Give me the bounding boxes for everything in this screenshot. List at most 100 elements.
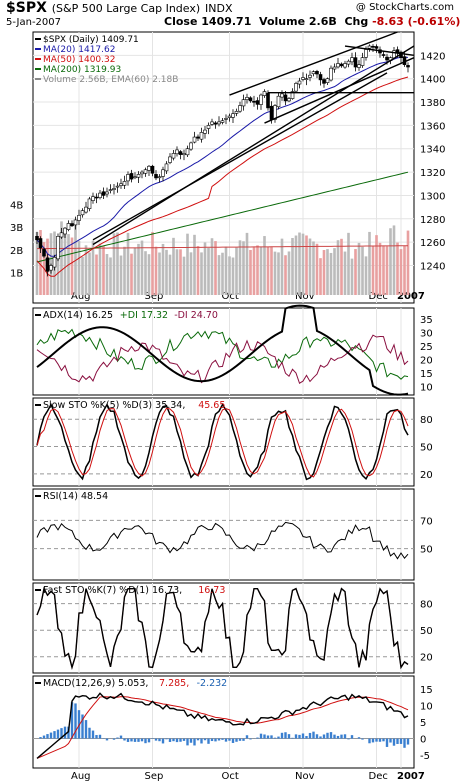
volume-bar: [249, 249, 252, 295]
candle-body: [273, 105, 277, 120]
candle-body: [175, 149, 179, 155]
macd-histogram-bar: [326, 732, 329, 739]
adx-y-tick-20: 20: [420, 356, 433, 367]
macd-histogram-bar: [224, 738, 228, 742]
candle-body: [171, 153, 176, 159]
chg-value: -8.63 (-0.61%): [372, 15, 460, 28]
volume-bar: [231, 257, 235, 295]
macd-histogram-bar: [403, 738, 406, 748]
legend-label: +DI 17.32: [120, 310, 168, 321]
x-tick-label-dec: Dec: [369, 291, 388, 302]
adx-y-tick-30: 30: [420, 329, 433, 340]
macd-histogram-bar: [333, 734, 336, 739]
macd-y-tick-10: 10: [420, 701, 433, 712]
trend-line: [92, 45, 415, 246]
macd-histogram-bar: [256, 737, 259, 739]
candle-body: [73, 219, 78, 226]
volume-bar: [189, 252, 193, 295]
legend-label: 16.73: [198, 585, 225, 596]
volume-bar: [130, 253, 133, 295]
candle-body: [192, 136, 197, 143]
candle-body: [336, 63, 340, 68]
candle-body: [206, 125, 211, 129]
watermark: @ StockCharts.com: [355, 2, 454, 13]
volume-bar: [392, 225, 396, 295]
candle-body: [196, 136, 200, 139]
candle-body: [367, 45, 372, 49]
volume-bar: [371, 246, 375, 295]
macd-y-tick--5: -5: [420, 751, 430, 762]
volume-bar: [354, 249, 357, 295]
candle-body: [357, 64, 361, 68]
candle-body: [294, 83, 298, 92]
slow-d-line: [36, 407, 409, 478]
legend-label: -2.232: [197, 678, 228, 689]
adx-y-tick-10: 10: [420, 383, 433, 394]
legend-label: 7.285,: [159, 678, 189, 689]
plus-di-line: [36, 328, 409, 380]
candle-body: [52, 257, 57, 268]
macd-histogram-bar: [336, 735, 340, 739]
volume-bar: [70, 237, 74, 295]
candle-body: [164, 163, 169, 172]
quote-stats: Close 1409.71 Volume 2.6B Chg -8.63 (-0.…: [164, 15, 460, 28]
candle-body: [220, 120, 225, 123]
macd-histogram-bar: [214, 738, 217, 742]
volume-bar: [56, 243, 60, 295]
macd-histogram-bar: [399, 738, 403, 744]
volume-bar: [364, 256, 368, 295]
y-tick-label-1260: 1260: [420, 238, 445, 249]
volume-bar: [284, 255, 287, 295]
candle-body: [150, 165, 155, 174]
legend-label: 45.65: [198, 400, 225, 411]
volume-bar: [277, 252, 280, 295]
volume-bar: [112, 233, 116, 295]
rsi-y-tick-50: 50: [420, 545, 433, 556]
volume-bar: [98, 243, 102, 295]
volume-bar: [333, 248, 336, 295]
volume-bar: [179, 249, 182, 295]
macd-histogram-bar: [77, 710, 81, 739]
volume-bar: [368, 231, 371, 295]
legend-label: MA(20) 1417.62: [43, 45, 115, 55]
x-tick-label-2007-bottom: 2007: [397, 771, 425, 781]
candle-body: [101, 191, 106, 196]
candle-body: [276, 95, 281, 108]
macd-histogram-bar: [46, 734, 49, 739]
trend-line: [344, 45, 415, 57]
volume-bar: [81, 256, 84, 295]
volume-bar: [357, 242, 361, 295]
x-tick-label-bottom-nov: Nov: [295, 771, 315, 781]
volume-ema-line: [36, 245, 409, 250]
macd-histogram-bar: [189, 738, 193, 743]
macd-y-tick-15: 15: [420, 685, 433, 696]
candle-body: [406, 65, 410, 68]
chart-title: $SPX (S&P 500 Large Cap Index) INDX: [6, 0, 233, 16]
legend-label: -DI 24.70: [174, 310, 218, 321]
candle-body: [91, 196, 95, 201]
legend-label: Fast STO %K(7) %D(1) 16.73,: [43, 585, 182, 596]
legend-label: Slow STO %K(5) %D(3) 35.34,: [43, 400, 185, 411]
legend-label: RSI(14) 48.54: [43, 491, 108, 502]
candle-body: [329, 67, 333, 81]
candle-body: [371, 45, 375, 48]
candle-body: [304, 78, 309, 80]
candle-body: [70, 223, 74, 227]
volume-bar: [196, 246, 200, 295]
candle-body: [231, 113, 235, 118]
y-tick-label-1420: 1420: [420, 51, 445, 62]
macd-histogram-bar: [175, 738, 179, 743]
candle-body: [136, 174, 141, 178]
macd-histogram-bar: [368, 738, 371, 744]
macd-histogram-bar: [70, 702, 74, 739]
macd-histogram-bar: [357, 737, 361, 739]
ma200-line: [36, 171, 409, 263]
volume-bar: [319, 258, 322, 295]
candle-body: [374, 46, 379, 49]
panel-frame-slow_sto: [32, 397, 415, 487]
volume-bar: [154, 246, 158, 295]
volume-bar: [347, 232, 350, 295]
volume-bar: [214, 241, 217, 295]
macd-histogram-bar: [105, 738, 109, 741]
